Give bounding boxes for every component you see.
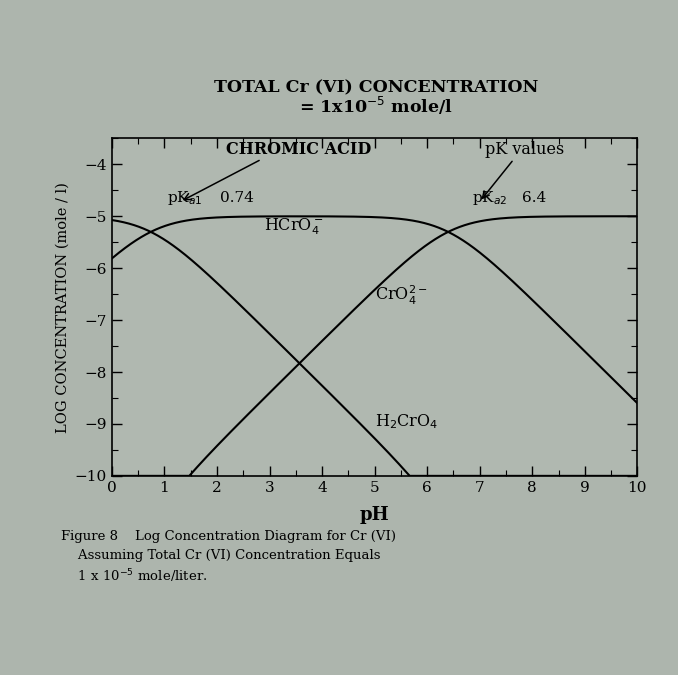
Text: CrO$_4^{2-}$: CrO$_4^{2-}$	[374, 284, 427, 307]
Text: 6.4: 6.4	[522, 191, 546, 205]
Text: H$_2$CrO$_4$: H$_2$CrO$_4$	[374, 412, 438, 431]
Text: pK values: pK values	[485, 141, 564, 159]
Text: pK$_{a1}$: pK$_{a1}$	[167, 189, 203, 207]
Text: TOTAL Cr (VI) CONCENTRATION: TOTAL Cr (VI) CONCENTRATION	[214, 79, 538, 97]
Text: HCrO$_4^-$: HCrO$_4^-$	[264, 217, 323, 238]
Text: Assuming Total Cr (VI) Concentration Equals: Assuming Total Cr (VI) Concentration Equ…	[61, 549, 380, 562]
Text: Figure 8    Log Concentration Diagram for Cr (VI): Figure 8 Log Concentration Diagram for C…	[61, 530, 396, 543]
X-axis label: pH: pH	[360, 506, 389, 524]
Text: 1 x 10$^{-5}$ mole/liter.: 1 x 10$^{-5}$ mole/liter.	[61, 568, 207, 585]
Y-axis label: LOG CONCENTRATION (mole / l): LOG CONCENTRATION (mole / l)	[55, 182, 69, 433]
Text: = 1x10$^{-5}$ mole/l: = 1x10$^{-5}$ mole/l	[299, 95, 454, 117]
Text: 0.74: 0.74	[220, 191, 254, 205]
Text: CHROMIC ACID: CHROMIC ACID	[226, 141, 371, 159]
Text: pK$_{a2}$: pK$_{a2}$	[472, 189, 507, 207]
